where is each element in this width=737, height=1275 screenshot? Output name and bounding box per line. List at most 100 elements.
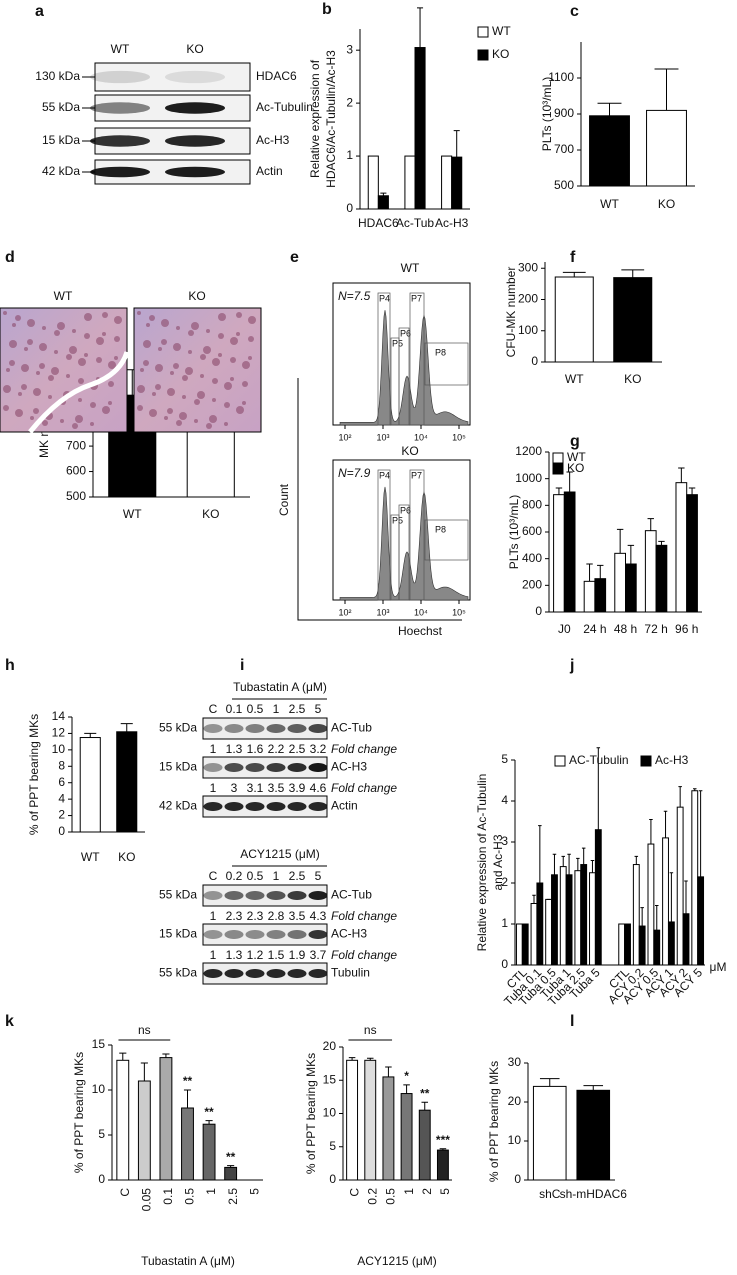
marker-label: 15 kDa xyxy=(159,760,197,774)
error-bar xyxy=(555,487,563,495)
y-tick-label: 10 xyxy=(92,1082,106,1096)
y-tick-label: 300 xyxy=(518,260,538,274)
blot-band xyxy=(203,969,223,978)
blot-band xyxy=(245,802,265,811)
x-axis-label: Tubastatin A (μM) xyxy=(141,1254,235,1268)
fold-value: 1.3 xyxy=(226,948,243,962)
blot-band xyxy=(245,763,265,772)
error-bar xyxy=(561,855,565,867)
nucleus xyxy=(66,374,70,378)
panel-label: d xyxy=(5,249,15,266)
y-axis-label: % of PPT bearing MKs xyxy=(27,714,41,835)
nucleus xyxy=(12,323,16,327)
nucleus xyxy=(75,415,83,423)
bar xyxy=(625,563,637,613)
nucleus xyxy=(164,416,168,420)
nucleus xyxy=(152,392,156,396)
nucleus xyxy=(212,378,218,384)
flow-plot-frame xyxy=(332,459,471,601)
column-label: KO xyxy=(186,42,203,56)
nucleus xyxy=(143,340,151,348)
nucleus xyxy=(170,371,174,375)
marker-label: 130 kDa xyxy=(35,69,80,83)
error-bar xyxy=(539,1078,560,1087)
error-bar xyxy=(655,905,659,931)
bar xyxy=(418,1109,431,1181)
nucleus xyxy=(173,343,181,351)
bar xyxy=(79,737,101,833)
protein-label: AC-Tub xyxy=(331,721,372,735)
nucleus xyxy=(209,415,217,423)
bar xyxy=(521,923,529,966)
error-bar xyxy=(366,1057,374,1061)
lane-label: 2.5 xyxy=(289,869,306,883)
panel-label: h xyxy=(5,657,15,674)
blot-band xyxy=(266,724,286,733)
nucleus xyxy=(9,340,17,348)
x-tick-label: 10⁴ xyxy=(414,432,428,442)
y-tick-label: 1200 xyxy=(515,444,542,458)
x-tick-label: 10³ xyxy=(376,432,389,442)
gate-label: P8 xyxy=(435,524,446,534)
histogram xyxy=(339,486,469,601)
nucleus xyxy=(212,358,220,366)
blot-band xyxy=(308,802,328,811)
bar xyxy=(545,898,553,966)
fold-value: 3.2 xyxy=(310,742,327,756)
nucleus xyxy=(36,371,40,375)
x-tick-label: 5 xyxy=(438,1188,452,1195)
nucleus xyxy=(3,385,11,393)
nucleus xyxy=(200,374,204,378)
blot-band xyxy=(287,891,307,900)
nucleus xyxy=(188,350,192,354)
x-tick-label: Ac-H3 xyxy=(435,216,469,230)
error-bar xyxy=(162,1053,170,1058)
y-tick-label: 500 xyxy=(66,489,86,503)
lane-label: 0.5 xyxy=(247,702,264,716)
x-tick-label: 0.2 xyxy=(365,1188,379,1205)
bar xyxy=(551,874,558,966)
error-bar xyxy=(669,872,674,922)
blot-band xyxy=(245,891,265,900)
image-label: KO xyxy=(188,289,205,303)
nucleus xyxy=(182,375,188,381)
error-bar xyxy=(120,723,133,732)
lane-label: 1 xyxy=(273,702,280,716)
significance: ** xyxy=(226,1150,236,1164)
error-bar xyxy=(678,786,682,808)
lane-label: 1 xyxy=(273,869,280,883)
nucleus xyxy=(102,332,106,336)
panel-label: c xyxy=(570,3,579,20)
bar xyxy=(682,913,690,966)
blot-band xyxy=(224,802,244,811)
nucleus xyxy=(39,343,47,351)
x-tick-label: WT xyxy=(565,372,584,386)
bar xyxy=(589,115,630,187)
nucleus xyxy=(230,377,234,381)
nucleus xyxy=(218,313,226,321)
y-tick-label: 3 xyxy=(346,42,353,56)
gate-label: P4 xyxy=(379,293,390,303)
gate-label: P7 xyxy=(411,293,422,303)
bar xyxy=(451,156,463,210)
significance: * xyxy=(404,1069,409,1083)
fold-label: Fold change xyxy=(331,909,397,923)
nucleus xyxy=(42,326,46,330)
nucleus xyxy=(90,422,94,426)
nucleus xyxy=(66,354,72,360)
nucleus xyxy=(48,395,52,399)
nucleus xyxy=(42,420,48,426)
tissue-gap xyxy=(28,351,130,434)
significance: *** xyxy=(436,1133,450,1147)
y-tick-label: 400 xyxy=(522,551,542,565)
marker-label: 15 kDa xyxy=(159,927,197,941)
y-tick-label: 200 xyxy=(518,292,538,306)
bar xyxy=(580,864,588,966)
fold-value: 3.5 xyxy=(289,909,306,923)
error-bar xyxy=(453,130,460,158)
gate xyxy=(409,469,425,601)
error-bar xyxy=(590,859,595,873)
error-bar xyxy=(597,102,622,116)
y-axis-label: % of PPT bearing MKs xyxy=(72,1052,86,1173)
y-tick-label: 100 xyxy=(518,323,538,337)
